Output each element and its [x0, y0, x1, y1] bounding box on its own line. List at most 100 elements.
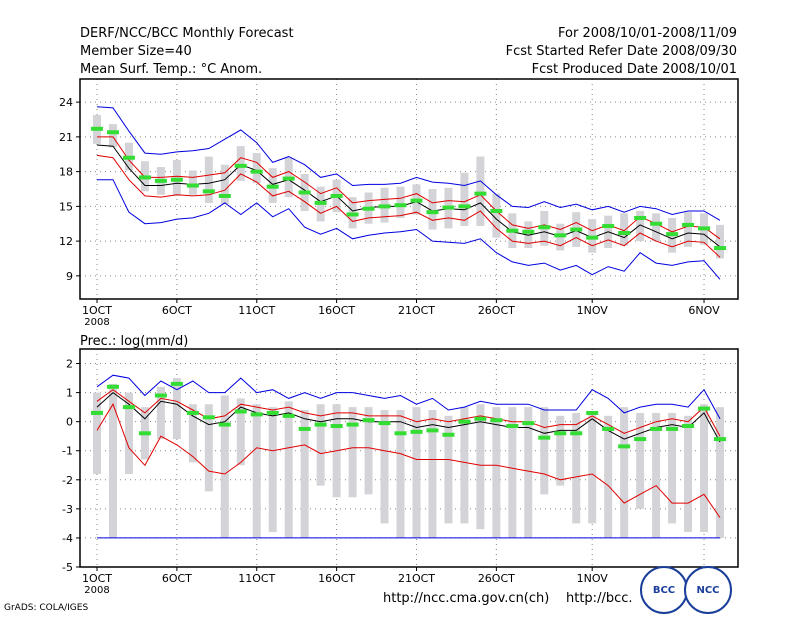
ensemble-box [236, 146, 245, 181]
forecast-marker [298, 190, 311, 195]
forecast-marker [314, 200, 327, 205]
y-tick-label: 18 [59, 166, 73, 179]
panel-title: Prec.: log(mm/d) [80, 334, 188, 349]
ensemble-box [524, 221, 533, 249]
forecast-marker [538, 225, 551, 230]
forecast-marker [490, 209, 503, 213]
forecast-marker [91, 126, 103, 131]
forecast-marker [506, 228, 519, 233]
ensemble-box [540, 407, 549, 495]
y-tick-label: 15 [59, 200, 73, 213]
forecast-marker [218, 422, 231, 427]
x-tick-label: 1OCT [82, 572, 112, 585]
ensemble-box [604, 415, 613, 538]
forecast-marker [314, 422, 327, 427]
forecast-marker [682, 222, 695, 227]
forecast-marker [106, 384, 119, 389]
spread-lower-line [96, 154, 721, 258]
ensemble-box [492, 193, 501, 238]
forecast-marker [666, 232, 679, 237]
ensemble-box [236, 398, 245, 466]
forecast-marker [330, 193, 343, 198]
forecast-marker [602, 426, 615, 431]
forecast-marker [602, 224, 615, 229]
forecast-marker [650, 426, 663, 431]
y-tick-label: 9 [66, 270, 73, 283]
ensemble-mean-line [96, 144, 721, 248]
ensemble-box [268, 407, 277, 533]
ensemble-box [460, 172, 469, 227]
ensemble-box [93, 392, 101, 474]
x-tick-label: 16OCT [318, 304, 355, 317]
forecast-marker [554, 233, 567, 238]
ensemble-box [668, 412, 677, 524]
plot-frame [79, 78, 739, 300]
ensemble-box [348, 407, 357, 498]
ensemble-box [284, 401, 293, 538]
x-tick-label: 6OCT [162, 304, 192, 317]
ensemble-box [428, 189, 437, 230]
ensemble-box [380, 410, 389, 524]
y-tick-label: -2 [62, 474, 73, 487]
ensemble-box [412, 407, 421, 538]
ensemble-box [396, 410, 405, 538]
ensemble-box [684, 415, 693, 533]
ensemble-box [108, 383, 117, 538]
ncc-url-link[interactable]: http://ncc.cma.gov.cn(ch) [383, 591, 550, 606]
ensemble-box [428, 410, 437, 538]
ensemble-box [716, 407, 724, 538]
forecast-marker [138, 175, 151, 180]
ensemble-box [396, 186, 405, 218]
forecast-marker [234, 163, 247, 168]
x-tick-label: 6OCT [162, 572, 192, 585]
forecast-marker [330, 424, 343, 429]
forecast-marker [362, 418, 375, 423]
forecast-marker [634, 215, 647, 220]
chart-title: DERF/NCC/BCC Monthly Forecast [80, 26, 294, 41]
forecast-marker [298, 426, 311, 431]
member-size: Member Size=40 [80, 44, 192, 59]
ensemble-mean-line [96, 391, 721, 443]
x-tick-label: 21OCT [398, 572, 435, 585]
forecast-marker [698, 406, 711, 411]
forecast-marker [202, 415, 215, 420]
forecast-marker [586, 410, 599, 415]
x-tick-label: 6NOV [688, 304, 720, 317]
ensemble-box [460, 407, 469, 524]
ensemble-box [124, 392, 133, 474]
ensemble-box [476, 404, 485, 530]
forecast-marker [442, 432, 455, 437]
bcc-url-link[interactable]: http://bcc. [566, 591, 633, 606]
ensemble-box [636, 412, 645, 509]
forecast-marker [666, 426, 679, 431]
forecast-marker [170, 381, 183, 386]
spread-upper-line [97, 136, 721, 240]
ensemble-box [556, 415, 565, 486]
ensemble-box [524, 407, 533, 538]
forecast-marker [570, 227, 583, 232]
forecast-marker [474, 416, 487, 421]
forecast-marker [138, 431, 151, 436]
bcc-logo: BCC [640, 566, 688, 614]
forecast-marker [266, 410, 279, 415]
forecast-marker [586, 235, 599, 240]
y-tick-label: -5 [62, 561, 73, 574]
forecast-marker [250, 412, 263, 417]
ensemble-box [492, 407, 501, 538]
ensemble-box [188, 404, 197, 463]
x-tick-label: 1OCT [82, 304, 112, 317]
forecast-marker [538, 435, 551, 440]
ensemble-box [252, 153, 261, 184]
forecast-marker [426, 428, 439, 433]
ensemble-box [716, 224, 724, 259]
forecast-marker [250, 169, 263, 174]
forecast-marker [442, 205, 455, 210]
forecast-marker [106, 130, 119, 135]
forecast-marker [554, 431, 567, 436]
x-tick-sublabel: 2008 [84, 317, 109, 328]
ensemble-box [684, 212, 693, 247]
forecast-marker [698, 226, 711, 231]
envelope-upper-line [96, 374, 721, 420]
y-tick-label: 1 [66, 387, 73, 400]
grads-credit: GrADS: COLA/IGES [4, 603, 89, 613]
